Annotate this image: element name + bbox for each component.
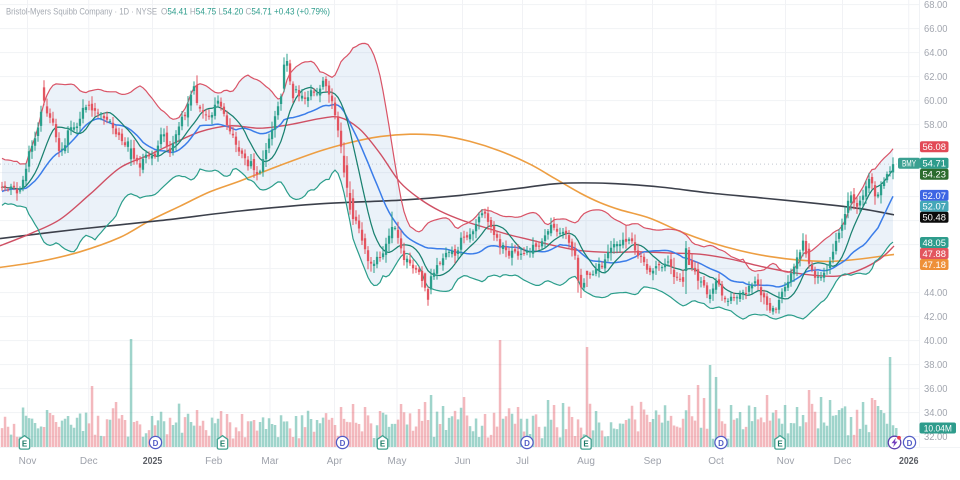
svg-text:Nov: Nov: [777, 456, 795, 467]
svg-text:2026: 2026: [899, 456, 919, 467]
svg-text:Jul: Jul: [516, 456, 529, 467]
svg-text:10.04M: 10.04M: [924, 423, 952, 434]
svg-text:56.08: 56.08: [922, 142, 946, 153]
svg-text:May: May: [388, 456, 407, 467]
svg-text:E: E: [220, 439, 226, 448]
svg-text:BMY: BMY: [902, 159, 917, 170]
svg-text:Mar: Mar: [261, 456, 279, 467]
svg-text:Aug: Aug: [577, 456, 595, 467]
svg-text:48.05: 48.05: [922, 238, 946, 249]
svg-text:66.00: 66.00: [924, 24, 948, 35]
svg-text:62.00: 62.00: [924, 72, 948, 83]
svg-text:58.00: 58.00: [924, 120, 948, 131]
svg-text:40.00: 40.00: [924, 336, 948, 347]
svg-text:E: E: [777, 439, 783, 448]
svg-text:2025: 2025: [143, 456, 163, 467]
svg-text:Dec: Dec: [834, 456, 852, 467]
svg-text:O54.41 H54.75 L54.20 C54.71 +0: O54.41 H54.75 L54.20 C54.71 +0.43 (+0.79…: [161, 7, 330, 18]
svg-text:E: E: [380, 439, 386, 448]
svg-text:42.00: 42.00: [924, 312, 948, 323]
svg-text:Bristol-Myers Squibb Company ·: Bristol-Myers Squibb Company · 1D · NYSE: [6, 7, 157, 18]
svg-text:E: E: [22, 439, 28, 448]
svg-text:47.88: 47.88: [922, 249, 946, 260]
svg-text:Jun: Jun: [454, 456, 470, 467]
svg-text:36.00: 36.00: [924, 384, 948, 395]
svg-text:47.18: 47.18: [922, 260, 946, 271]
svg-text:32.00: 32.00: [924, 432, 948, 443]
svg-text:D: D: [524, 439, 530, 448]
svg-text:Nov: Nov: [19, 456, 37, 467]
svg-text:44.00: 44.00: [924, 288, 948, 299]
svg-text:Dec: Dec: [80, 456, 98, 467]
svg-text:52.07: 52.07: [922, 202, 946, 213]
svg-text:34.00: 34.00: [924, 408, 948, 419]
svg-text:54.71: 54.71: [922, 159, 946, 170]
svg-text:D: D: [340, 439, 346, 448]
svg-text:64.00: 64.00: [924, 48, 948, 59]
svg-text:Feb: Feb: [205, 456, 223, 467]
svg-text:60.00: 60.00: [924, 96, 948, 107]
svg-text:Sep: Sep: [644, 456, 662, 467]
svg-text:68.00: 68.00: [924, 0, 948, 11]
svg-text:D: D: [907, 439, 913, 448]
svg-text:D: D: [153, 439, 159, 448]
svg-text:D: D: [718, 439, 724, 448]
svg-text:Oct: Oct: [708, 456, 724, 467]
svg-text:52.07: 52.07: [922, 191, 946, 202]
svg-text:54.23: 54.23: [922, 170, 946, 181]
svg-text:38.00: 38.00: [924, 360, 948, 371]
svg-text:50.48: 50.48: [922, 213, 946, 224]
svg-text:Apr: Apr: [327, 456, 343, 467]
svg-text:E: E: [583, 439, 589, 448]
